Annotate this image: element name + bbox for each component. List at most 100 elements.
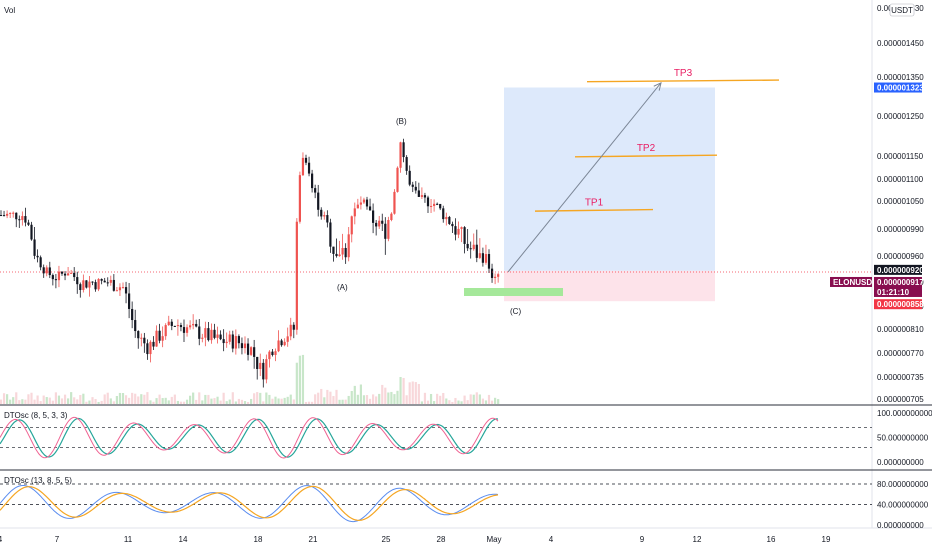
volume-bar: [243, 401, 247, 404]
candle-body: [30, 224, 33, 240]
volume-bar: [216, 396, 219, 404]
volume-bar: [323, 397, 326, 404]
osc1-fast-line: [0, 416, 499, 459]
candle-body: [100, 278, 103, 281]
candle-body: [494, 276, 497, 278]
volume-bar: [311, 401, 314, 404]
volume-bar: [402, 377, 405, 404]
candle-body: [146, 343, 149, 355]
volume-bar: [6, 394, 9, 404]
volume-bar: [487, 394, 491, 404]
candle-body: [9, 212, 12, 214]
volume-bar: [140, 394, 143, 404]
volume-bar: [158, 394, 161, 404]
time-tick-label: 11: [124, 535, 133, 544]
volume-bar: [189, 395, 192, 404]
volume-bar: [250, 398, 253, 404]
profit-zone: [504, 87, 715, 271]
volume-bar: [326, 389, 329, 404]
volume-bar: [118, 392, 122, 404]
candle-body: [134, 320, 137, 332]
candle-body: [304, 157, 308, 163]
candle-body: [484, 254, 488, 263]
volume-bar: [268, 394, 271, 404]
candle-body: [469, 248, 472, 250]
volume-bar: [265, 392, 268, 404]
candle-body: [88, 281, 91, 288]
tp-label: TP2: [637, 143, 656, 154]
volume-bar: [85, 401, 88, 404]
candle-body: [103, 280, 106, 283]
candle-body: [228, 334, 231, 342]
volume-bar: [350, 390, 353, 404]
candle-body: [283, 341, 286, 346]
candle-body: [271, 351, 274, 356]
volume-bar: [445, 398, 448, 404]
candle-body: [399, 142, 402, 168]
candle-body: [118, 287, 122, 291]
candle-body: [0, 215, 3, 216]
volume-bar: [234, 401, 237, 404]
tp-price-tag: [874, 82, 922, 93]
volume-bar: [70, 392, 73, 404]
candle-body: [423, 195, 427, 198]
volume-bar: [60, 398, 64, 404]
volume-bar: [356, 394, 359, 404]
price-tick-label: 0.000000960: [877, 252, 924, 261]
candle-body: [253, 347, 256, 357]
volume-bar: [195, 399, 198, 404]
candle-body: [359, 202, 362, 205]
candle-body: [393, 191, 396, 214]
candle-body: [286, 336, 289, 342]
volume-bar: [18, 400, 21, 404]
volume-bar: [182, 401, 186, 404]
price-tick-label: 0.000001150: [877, 152, 924, 161]
candle-body: [420, 195, 423, 197]
candle-body: [466, 243, 469, 249]
volume-bar: [121, 393, 125, 404]
candle-body: [329, 222, 332, 247]
volume-bar: [390, 391, 393, 404]
volume-bar: [286, 396, 289, 404]
volume-bar: [210, 398, 213, 404]
candle-body: [60, 271, 64, 274]
volume-bar: [365, 395, 369, 404]
volume-bar: [149, 400, 152, 404]
currency-box[interactable]: [889, 3, 915, 17]
candle-body: [27, 222, 30, 225]
volume-bar: [405, 395, 408, 404]
volume-bar: [451, 401, 454, 404]
volume-bar: [231, 392, 234, 404]
time-tick-label: 4: [0, 535, 3, 544]
volume-bar: [378, 393, 381, 404]
candle-body: [73, 272, 76, 278]
candle-body: [341, 247, 344, 255]
price-tick-label: 0.000001450: [877, 39, 924, 48]
candle-body: [12, 212, 15, 214]
volume-bar: [335, 389, 338, 404]
candle-body: [185, 327, 189, 333]
time-tick-label: 12: [693, 535, 702, 544]
candle-body: [210, 329, 213, 341]
volume-bar: [372, 394, 375, 404]
time-tick-label: 25: [382, 535, 391, 544]
candle-body: [478, 253, 481, 258]
candle-body: [326, 215, 329, 223]
tp-price-tag-text: 0.000001323: [877, 84, 924, 93]
candle-body: [320, 209, 323, 217]
candle-body: [189, 325, 192, 328]
volume-bar: [448, 400, 451, 404]
candle-body: [234, 336, 237, 349]
candle-body: [179, 325, 183, 328]
volume-bar: [240, 399, 244, 404]
candle-body: [201, 337, 204, 339]
loss-zone: [504, 270, 715, 302]
osc2-fast-line: [0, 485, 499, 523]
volume-bar: [472, 394, 475, 404]
volume-bar: [152, 401, 155, 404]
candle-body: [176, 325, 179, 327]
candle-body: [109, 279, 112, 283]
candle-body: [115, 290, 118, 292]
volume-bar: [204, 394, 207, 404]
